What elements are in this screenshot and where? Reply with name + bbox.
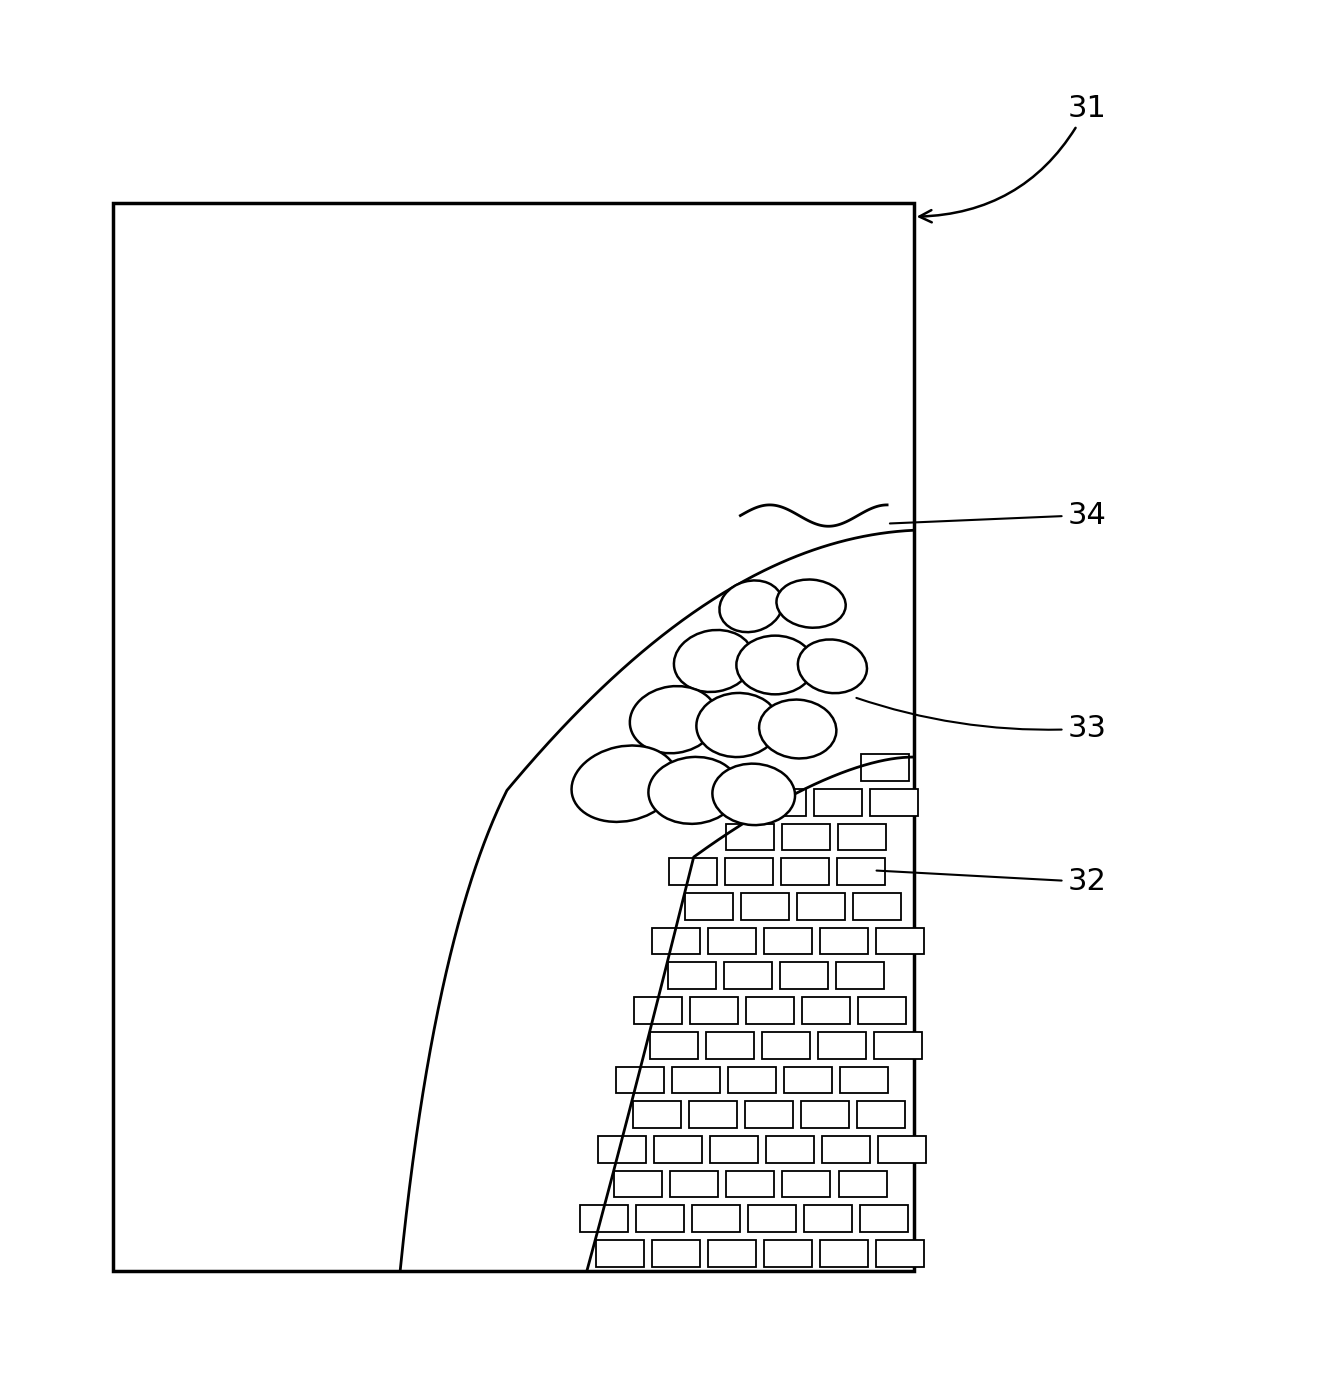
Bar <box>758 789 806 815</box>
Bar <box>652 1239 700 1267</box>
Bar <box>780 859 828 885</box>
Bar <box>707 928 755 955</box>
Bar <box>860 754 908 781</box>
Bar <box>836 962 884 990</box>
Bar <box>802 997 850 1023</box>
Bar <box>690 997 738 1023</box>
Bar <box>727 1171 775 1197</box>
Bar <box>783 1171 831 1197</box>
Ellipse shape <box>630 686 718 753</box>
Bar <box>634 997 682 1023</box>
Bar <box>798 894 846 920</box>
Bar <box>874 1032 922 1058</box>
Bar <box>746 997 794 1023</box>
Bar <box>579 1206 627 1232</box>
Bar <box>598 1136 646 1163</box>
Ellipse shape <box>712 764 795 825</box>
Bar <box>668 859 716 885</box>
Bar <box>859 1206 907 1232</box>
Bar <box>836 859 884 885</box>
Bar <box>724 859 772 885</box>
Bar <box>635 1206 683 1232</box>
Bar <box>819 928 867 955</box>
Bar <box>870 789 918 815</box>
Bar <box>822 1136 870 1163</box>
Bar <box>724 962 772 990</box>
Bar <box>766 1136 814 1163</box>
Ellipse shape <box>736 636 814 694</box>
Bar <box>814 789 862 815</box>
Ellipse shape <box>759 700 836 758</box>
Bar <box>671 1171 719 1197</box>
Bar <box>616 1066 664 1093</box>
Bar <box>782 824 830 850</box>
Bar <box>876 1239 924 1267</box>
Bar <box>820 1239 868 1267</box>
Bar <box>803 1206 851 1232</box>
Bar <box>747 1206 795 1232</box>
Bar <box>762 1032 810 1058</box>
Ellipse shape <box>648 757 739 824</box>
Bar <box>706 1032 754 1058</box>
Bar <box>784 1066 832 1093</box>
Ellipse shape <box>719 580 783 631</box>
Text: 33: 33 <box>856 698 1106 743</box>
Bar <box>742 894 790 920</box>
Bar <box>668 962 716 990</box>
Ellipse shape <box>674 630 754 691</box>
Ellipse shape <box>571 746 678 822</box>
Bar <box>875 928 923 955</box>
Bar <box>818 1032 866 1058</box>
Text: 31: 31 <box>919 93 1106 222</box>
Bar <box>858 997 906 1023</box>
Bar <box>856 1101 904 1128</box>
Bar <box>672 1066 720 1093</box>
Bar <box>744 1101 792 1128</box>
Bar <box>764 1239 812 1267</box>
Bar <box>878 1136 926 1163</box>
Bar <box>650 1032 698 1058</box>
Bar <box>728 1066 776 1093</box>
Bar <box>780 962 828 990</box>
Bar <box>688 1101 736 1128</box>
Bar <box>632 1101 680 1128</box>
Bar <box>708 1239 756 1267</box>
Bar <box>839 1171 887 1197</box>
Bar <box>113 204 914 1270</box>
Bar <box>651 928 699 955</box>
Text: 32: 32 <box>876 867 1106 896</box>
Text: 34: 34 <box>890 500 1106 530</box>
Bar <box>854 894 902 920</box>
Bar <box>840 1066 888 1093</box>
Ellipse shape <box>696 693 779 757</box>
Bar <box>726 824 774 850</box>
Bar <box>654 1136 702 1163</box>
Bar <box>838 824 886 850</box>
Bar <box>596 1239 644 1267</box>
Ellipse shape <box>798 640 867 693</box>
Bar <box>691 1206 739 1232</box>
Bar <box>686 894 734 920</box>
Bar <box>710 1136 758 1163</box>
Ellipse shape <box>776 580 846 627</box>
Bar <box>615 1171 663 1197</box>
Bar <box>800 1101 848 1128</box>
Bar <box>763 928 811 955</box>
